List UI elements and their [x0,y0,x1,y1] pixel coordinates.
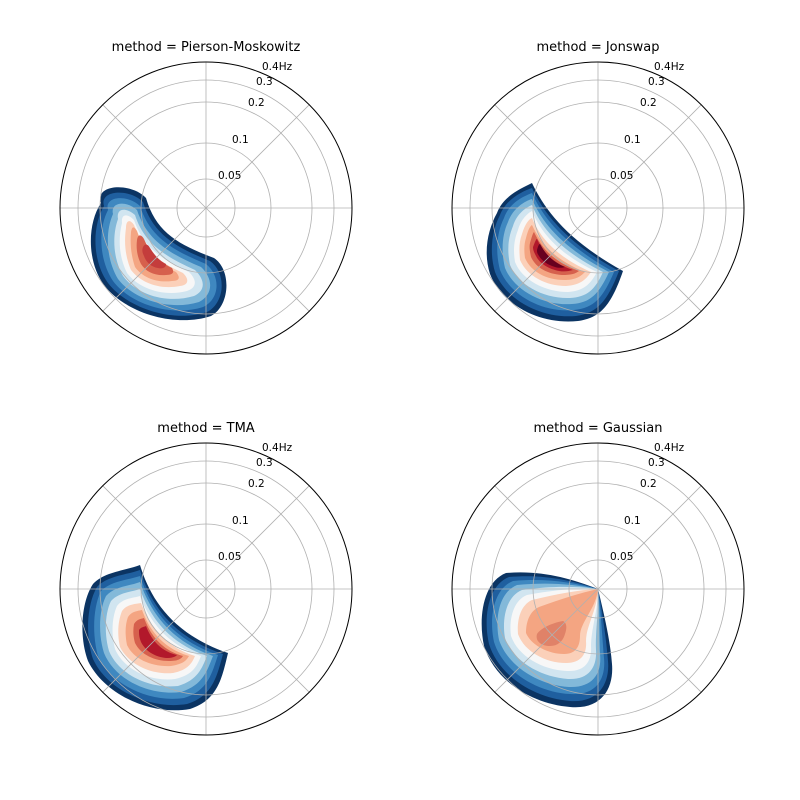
radial-tick-label: 0.3 [648,76,665,88]
spectrum-contours [90,187,227,321]
radial-gridlines [77,79,335,337]
contour-band-11 [537,244,565,268]
radial-gridlines [469,460,727,718]
contour-band-9 [536,621,567,646]
radial-tick-labels: 0.05 0.1 0.2 0.3 0.4Hz [218,442,293,563]
radial-tick-label: 0.1 [232,134,249,146]
radial-tick-label: 0.1 [232,515,249,527]
radial-tick-labels: 0.05 0.1 0.2 0.3 0.4Hz [610,61,685,182]
radial-tick-label: 0.4Hz [654,61,685,73]
plot-title: method = Gaussian [533,421,662,436]
angular-gridlines [452,443,744,735]
polar-grid [452,443,744,735]
polar-frame [59,442,353,736]
radial-tick-label: 0.2 [248,97,265,109]
radial-tick-labels: 0.05 0.1 0.2 0.3 0.4Hz [610,442,685,563]
radial-tick-labels: 0.05 0.1 0.2 0.3 0.4Hz [218,61,293,182]
polar-grid [60,443,352,735]
polar-frame [451,61,745,355]
plot-title: method = Jonswap [536,40,659,55]
contour-band-10 [142,244,166,269]
polar-frame [59,61,353,355]
radial-tick-label: 0.2 [640,478,657,490]
radial-tick-label: 0.3 [256,457,273,469]
radial-tick-label: 0.1 [624,515,641,527]
angular-gridlines [60,443,352,735]
plot-title: method = TMA [157,421,255,436]
radial-tick-label: 0.05 [610,170,633,182]
radial-tick-label: 0.05 [218,551,241,563]
polar-plot-gaussian: method = Gaussian [451,421,745,736]
polar-grid [452,62,744,354]
polar-plot-jonswap: method = Jonswap [451,40,745,355]
radial-gridlines [469,79,727,337]
polar-plot-tma: method = TMA [59,421,353,736]
radial-tick-label: 0.3 [256,76,273,88]
radial-tick-label: 0.4Hz [262,61,293,73]
spectrum-contours [486,183,623,322]
radial-tick-label: 0.3 [648,457,665,469]
plot-title: method = Pierson-Moskowitz [112,40,301,55]
radial-tick-label: 0.05 [218,170,241,182]
angular-gridlines [452,62,744,354]
radial-tick-label: 0.4Hz [262,442,293,454]
radial-gridlines [77,460,335,718]
angular-gridlines [60,62,352,354]
radial-tick-label: 0.05 [610,551,633,563]
radial-tick-label: 0.4Hz [654,442,685,454]
spectrum-contours [82,565,228,711]
contour-band-10 [139,626,177,658]
spectrum-contours [481,572,613,708]
radial-tick-label: 0.2 [248,478,265,490]
radial-tick-label: 0.1 [624,134,641,146]
polar-grid [60,62,352,354]
polar-frame [451,442,745,736]
radial-tick-label: 0.2 [640,97,657,109]
polar-plot-pierson-moskowitz: method = Pierson-Moskowitz [59,40,353,355]
